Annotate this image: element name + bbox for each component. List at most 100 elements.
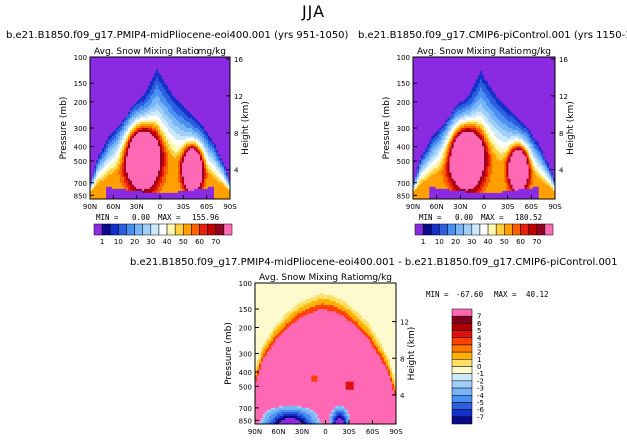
field-cell (98, 121, 101, 125)
field-cell (218, 172, 221, 176)
field-cell (130, 57, 133, 60)
field-cell (218, 186, 221, 190)
field-cell (90, 115, 93, 119)
field-cell (150, 144, 153, 147)
field-cell (176, 136, 179, 139)
field-cell (172, 119, 175, 123)
field-cell (184, 85, 187, 88)
field-cell (170, 97, 173, 100)
field-cell (112, 178, 115, 182)
field-cell (176, 63, 179, 66)
field-cell (170, 152, 173, 155)
field-cell (212, 101, 215, 105)
field-cell (106, 154, 109, 157)
field-cell (204, 81, 207, 84)
field-cell (222, 176, 225, 180)
field-cell (94, 182, 97, 186)
field-cell (150, 89, 153, 92)
field-cell (144, 190, 147, 194)
field-cell (152, 123, 155, 127)
field-cell (228, 105, 230, 109)
field-cell (174, 178, 177, 182)
field-cell (180, 93, 183, 96)
field-cell (134, 158, 137, 161)
field-cell (172, 91, 175, 94)
field-cell (188, 69, 191, 72)
field-cell (100, 101, 103, 105)
field-cell (220, 166, 223, 169)
field-cell (148, 77, 151, 80)
field-cell (162, 172, 165, 176)
field-cell (190, 75, 193, 78)
field-cell (94, 148, 97, 151)
field-cell (124, 91, 127, 94)
field-cell (200, 95, 203, 98)
field-cell (92, 128, 95, 131)
field-cell (176, 117, 179, 121)
field-cell (108, 69, 111, 72)
field-cell (178, 128, 181, 131)
field-cell (124, 77, 127, 80)
field-cell (196, 134, 199, 137)
field-cell (200, 174, 203, 178)
field-cell (198, 184, 201, 188)
field-cell (114, 130, 117, 133)
field-cell (134, 148, 137, 151)
field-cell (226, 107, 229, 111)
field-cell (148, 162, 151, 165)
field-cell (178, 138, 181, 141)
field-cell (164, 81, 167, 84)
field-cell (160, 57, 163, 60)
field-cell (152, 180, 155, 184)
field-cell (108, 156, 111, 159)
field-cell (204, 172, 207, 176)
field-cell (142, 156, 145, 159)
field-cell (144, 71, 147, 74)
field-cell (160, 140, 163, 143)
field-cell (164, 113, 167, 117)
field-cell (156, 148, 159, 151)
field-cell (198, 85, 201, 88)
field-cell (184, 77, 187, 80)
field-cell (134, 192, 137, 196)
field-cell (168, 182, 171, 186)
field-cell (106, 132, 109, 135)
field-cell (138, 125, 141, 129)
field-cell (206, 134, 209, 137)
field-cell (116, 117, 119, 121)
field-cell (224, 77, 227, 80)
field-cell (212, 107, 215, 111)
field-cell (104, 130, 107, 133)
field-cell (214, 67, 217, 70)
field-cell (140, 188, 143, 192)
field-cell (166, 113, 169, 117)
field-cell (142, 71, 145, 74)
field-cell (110, 176, 113, 180)
field-cell (435, 57, 438, 60)
field-cell (116, 180, 119, 184)
field-cell (226, 140, 229, 143)
field-cell (90, 182, 93, 186)
field-cell (226, 172, 229, 176)
field-cell (180, 87, 183, 90)
field-cell (208, 59, 211, 62)
field-cell (142, 79, 145, 82)
field-cell (90, 97, 93, 100)
field-cell (154, 140, 157, 143)
field-cell (144, 101, 147, 105)
field-cell (164, 111, 167, 115)
field-cell (92, 164, 95, 167)
field-cell (178, 101, 181, 105)
field-cell (130, 148, 133, 151)
field-cell (110, 93, 113, 96)
field-cell (138, 190, 141, 194)
field-cell (142, 57, 145, 60)
field-cell (164, 85, 167, 88)
field-cell (196, 95, 199, 98)
field-cell (100, 142, 103, 145)
field-cell (132, 79, 135, 82)
field-cell (202, 71, 205, 74)
field-cell (182, 79, 185, 82)
field-cell (150, 105, 153, 109)
field-cell (128, 67, 131, 70)
